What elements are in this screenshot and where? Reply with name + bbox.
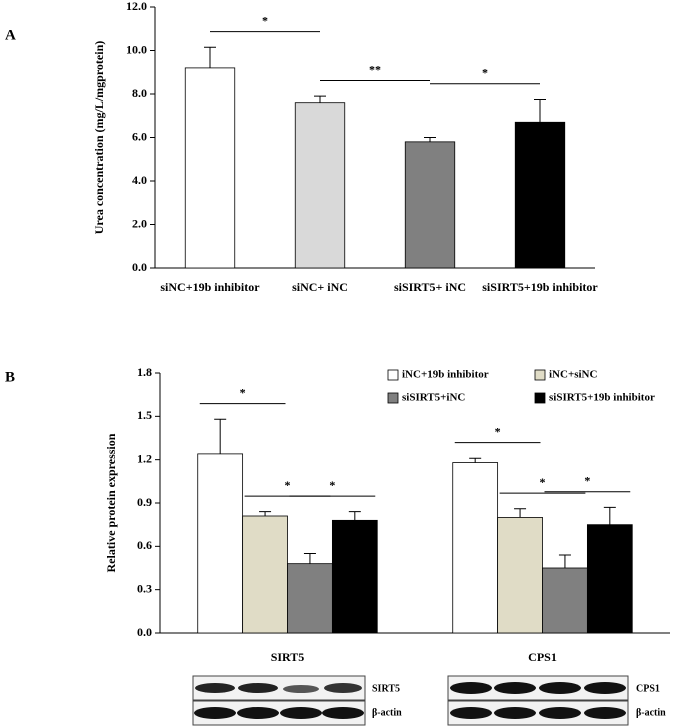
panel-label: B [5,369,15,385]
error-bar [469,457,482,463]
error-bar [514,508,527,518]
bar [514,121,566,269]
y-tick-label: 12.0 [126,0,147,13]
panel-label: A [5,27,16,43]
significance-label: * [584,473,590,487]
x-tick-label: siNC+ iNC [292,280,348,294]
y-tick-label: 1.8 [137,365,152,379]
y-tick-label: 8.0 [132,86,147,100]
y-tick-label: 6.0 [132,129,147,143]
blot-label: β-actin [372,707,402,718]
error-bar [314,95,326,103]
bar [404,141,456,269]
bar [497,517,543,634]
legend-label: siSIRT5+19b inhibitor [549,392,655,404]
y-tick-label: 10.0 [126,42,147,56]
legend-label: iNC+19b inhibitor [402,369,489,381]
x-tick-label: siNC+19b inhibitor [160,280,260,294]
blot-label: SIRT5 [372,683,400,694]
bar [452,462,499,634]
legend-label: siSIRT5+iNC [402,392,465,404]
error-bar [348,511,361,521]
error-bar [214,418,227,454]
legend-swatch [534,392,546,404]
y-tick-label: 1.5 [137,408,152,422]
blot-label: CPS1 [636,683,660,694]
y-axis-label: Relative protein expression [104,433,118,572]
bar [331,519,378,634]
legend-swatch [534,369,546,381]
y-tick-label: 0.6 [137,538,152,552]
significance-label: * [495,424,501,438]
bar [242,515,288,634]
error-bar [603,506,616,525]
bar [287,563,333,634]
bar [294,102,346,269]
legend-swatch [387,369,399,381]
x-tick-label: siSIRT5+ iNC [393,280,467,294]
x-tick-label: CPS1 [528,650,557,664]
error-bar [558,554,571,568]
error-bar [534,98,546,123]
significance-label: * [329,478,335,492]
legend-swatch [387,392,399,404]
y-axis-label: Urea concentration (mg/L/mgprotein) [92,41,106,235]
bar [184,67,236,269]
bar [586,524,633,634]
blot-2 [447,675,629,726]
significance-label: * [240,385,246,399]
y-tick-label: 2.0 [132,216,147,230]
significance-label: * [285,478,291,492]
significance-label: ** [369,62,381,76]
error-bar [259,511,272,516]
error-bar [303,553,316,564]
y-tick-label: 0.0 [132,260,147,274]
y-tick-label: 0.9 [137,495,152,509]
blot-label: β-actin [636,707,666,718]
error-bar [204,46,216,68]
y-tick-label: 4.0 [132,173,147,187]
y-tick-label: 1.2 [137,451,152,465]
significance-label: * [482,66,488,80]
significance-label: * [262,13,268,27]
y-tick-label: 0.0 [137,625,152,639]
bar [542,567,588,634]
x-tick-label: siSIRT5+19b inhibitor [482,280,598,294]
x-tick-label: SIRT5 [270,650,305,664]
legend-label: iNC+siNC [549,369,597,381]
error-bar [424,137,436,142]
bar [197,453,244,634]
blot-1 [192,675,366,726]
y-tick-label: 0.3 [137,581,152,595]
significance-label: * [540,475,546,489]
